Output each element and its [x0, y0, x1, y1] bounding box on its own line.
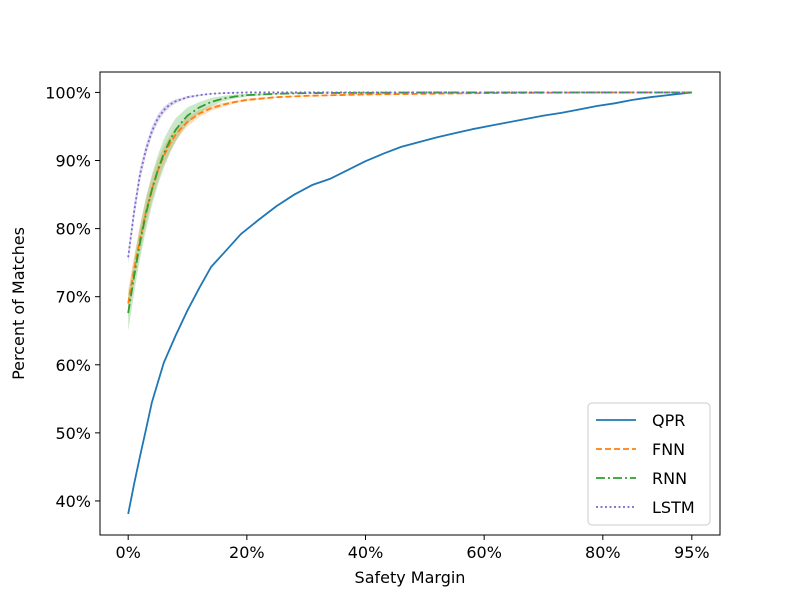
- legend-label-rnn: RNN: [652, 469, 687, 488]
- series-line-rnn: [127, 91, 692, 314]
- y-axis-label: Percent of Matches: [9, 227, 28, 380]
- x-axis-ticks: 0% 20% 40% 60% 80% 95%: [115, 535, 710, 562]
- y-tick-label: 70%: [55, 288, 91, 307]
- legend-box: [587, 402, 711, 526]
- x-tick-label: 95%: [674, 543, 710, 562]
- series-lines: [127, 91, 692, 515]
- y-axis-ticks: 40% 50% 60% 70% 80% 90% 100%: [45, 83, 100, 511]
- legend-label-fnn: FNN: [652, 440, 685, 459]
- y-tick-label: 50%: [55, 424, 91, 443]
- legend-label-qpr: QPR: [652, 411, 685, 430]
- y-tick-label: 100%: [45, 83, 91, 102]
- x-tick-label: 80%: [585, 543, 621, 562]
- y-tick-label: 90%: [55, 152, 91, 171]
- band-rnn: [128, 92, 692, 331]
- x-tick-label: 40%: [348, 543, 384, 562]
- series-line-lstm: [127, 91, 692, 258]
- x-tick-label: 20%: [229, 543, 265, 562]
- y-tick-label: 60%: [55, 356, 91, 375]
- y-tick-label: 80%: [55, 220, 91, 239]
- y-tick-label: 40%: [55, 492, 91, 511]
- x-tick-label: 0%: [115, 543, 140, 562]
- x-tick-label: 60%: [466, 543, 502, 562]
- plot-area-frame: [99, 71, 721, 536]
- legend: QPR FNN RNN LSTM: [587, 402, 711, 526]
- confidence-bands: [128, 92, 692, 331]
- x-axis-label: Safety Margin: [355, 568, 466, 587]
- series-line-qpr: [127, 91, 692, 515]
- legend-label-lstm: LSTM: [652, 498, 695, 517]
